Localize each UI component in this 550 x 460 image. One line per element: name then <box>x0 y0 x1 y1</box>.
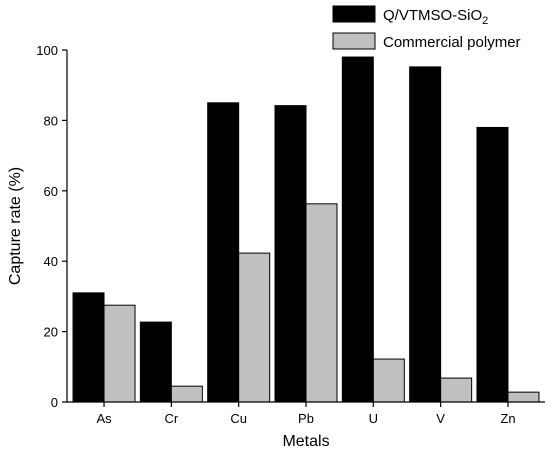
y-tick-label: 0 <box>51 395 58 410</box>
legend-label-series-1-main: Q/VTMSO-SiO <box>383 7 482 24</box>
x-tick-label-as: As <box>96 411 112 426</box>
bar-as-series-2 <box>103 304 136 403</box>
bar-v-series-2 <box>440 377 473 403</box>
legend-label-series-2: Commercial polymer <box>383 34 521 51</box>
bars-layer <box>72 56 540 403</box>
bar-v-series-1 <box>409 66 442 403</box>
y-ticks: 0 20 40 60 80 100 <box>36 43 67 410</box>
bar-cr-series-1 <box>139 321 172 403</box>
bar-as-series-1 <box>72 292 105 403</box>
bar-pb-series-2 <box>305 203 338 403</box>
bar-u-series-2 <box>372 358 405 403</box>
bar-zn-series-1 <box>476 126 509 403</box>
x-tick-label-cr: Cr <box>164 411 178 426</box>
bar-pb-series-1 <box>274 105 307 403</box>
x-tick-label-v: V <box>436 411 445 426</box>
y-tick-label: 80 <box>44 113 58 128</box>
legend-label-series-1-subscript: 2 <box>482 15 488 27</box>
bar-u-series-1 <box>341 56 374 403</box>
x-tick-label-zn: Zn <box>500 411 515 426</box>
x-ticks: As Cr Cu Pb U V Zn <box>96 402 516 426</box>
x-axis-title: Metals <box>282 433 329 450</box>
y-tick-label: 60 <box>44 184 58 199</box>
y-axis-title: Capture rate (%) <box>7 167 24 285</box>
bar-cr-series-2 <box>170 385 203 403</box>
bar-cu-series-2 <box>238 252 271 403</box>
y-tick-label: 100 <box>36 43 58 58</box>
legend-label-series-1: Q/VTMSO-SiO2 <box>383 7 488 27</box>
bar-zn-series-2 <box>507 391 540 403</box>
legend-swatch-series-1 <box>332 5 376 23</box>
y-tick-label: 40 <box>44 254 58 269</box>
legend-swatch-series-2 <box>332 32 376 50</box>
x-tick-label-cu: Cu <box>230 411 247 426</box>
y-tick-label: 20 <box>44 325 58 340</box>
x-tick-label-pb: Pb <box>298 411 314 426</box>
bar-cu-series-1 <box>207 102 240 403</box>
x-tick-label-u: U <box>369 411 378 426</box>
legend: Q/VTMSO-SiO2 Commercial polymer <box>332 5 521 51</box>
